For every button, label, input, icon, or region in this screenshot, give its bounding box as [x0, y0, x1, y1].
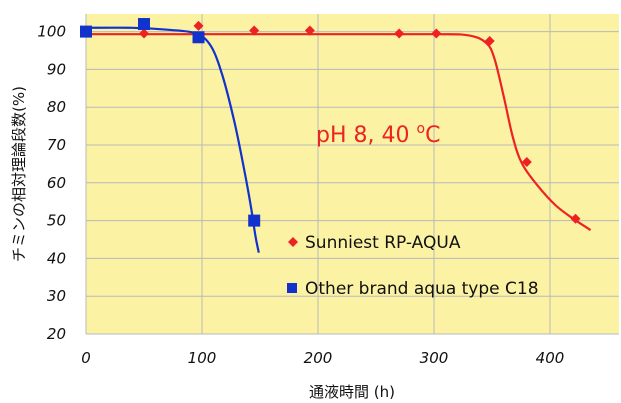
plot-area — [86, 14, 619, 334]
y-tick-label: 50 — [47, 212, 66, 230]
x-axis-label: 通液時間 (h) — [309, 383, 395, 401]
y-tick-label: 100 — [37, 23, 66, 41]
y-tick-label: 30 — [47, 287, 66, 305]
data-point-series-0 — [394, 28, 405, 39]
condition-annotation-main: pH 8, 40 — [316, 123, 416, 148]
x-tick-label: 100 — [188, 349, 217, 367]
series-markers — [80, 18, 581, 227]
y-axis-label: チミンの相対理論段数(%) — [10, 86, 28, 262]
data-point-series-0 — [570, 213, 581, 224]
series-curve-0 — [86, 33, 592, 232]
x-tick-label: 200 — [304, 349, 333, 367]
x-tick-label: 0 — [81, 349, 91, 367]
y-tick-label: 80 — [47, 98, 66, 116]
y-tick-label: 90 — [47, 60, 66, 78]
data-point-series-0 — [193, 20, 204, 31]
data-point-series-0 — [521, 157, 532, 168]
data-point-series-1 — [192, 31, 205, 44]
y-tick-label: 20 — [47, 325, 66, 343]
condition-annotation: pH 8, 40 oC — [316, 121, 440, 148]
legend-label-other-brand: Other brand aqua type C18 — [305, 279, 539, 299]
x-axis-ticks: 0 100 200 300 400 — [81, 349, 564, 367]
data-point-series-0 — [484, 36, 495, 47]
data-point-series-1 — [138, 18, 150, 31]
legend: Sunniest RP-AQUA Other brand aqua type C… — [287, 233, 539, 299]
legend-label-sunniest: Sunniest RP-AQUA — [305, 233, 461, 253]
y-tick-label: 70 — [47, 136, 66, 154]
grid — [85, 14, 619, 335]
legend-marker-sunniest — [288, 237, 298, 247]
data-point-series-1 — [248, 214, 261, 227]
data-point-series-0 — [431, 28, 442, 39]
data-point-series-1 — [80, 25, 92, 38]
data-point-series-0 — [139, 28, 149, 39]
y-axis-ticks: 20 30 40 50 60 70 80 90 100 — [37, 23, 66, 343]
data-point-series-0 — [304, 25, 315, 36]
condition-annotation-unit: C — [425, 123, 440, 148]
x-tick-label: 300 — [420, 349, 449, 367]
legend-marker-other-brand — [287, 283, 297, 293]
y-tick-label: 60 — [47, 174, 66, 192]
data-point-series-0 — [249, 25, 260, 36]
x-tick-label: 400 — [536, 349, 565, 367]
y-tick-label: 40 — [47, 249, 66, 267]
condition-annotation-degree: o — [416, 121, 425, 137]
